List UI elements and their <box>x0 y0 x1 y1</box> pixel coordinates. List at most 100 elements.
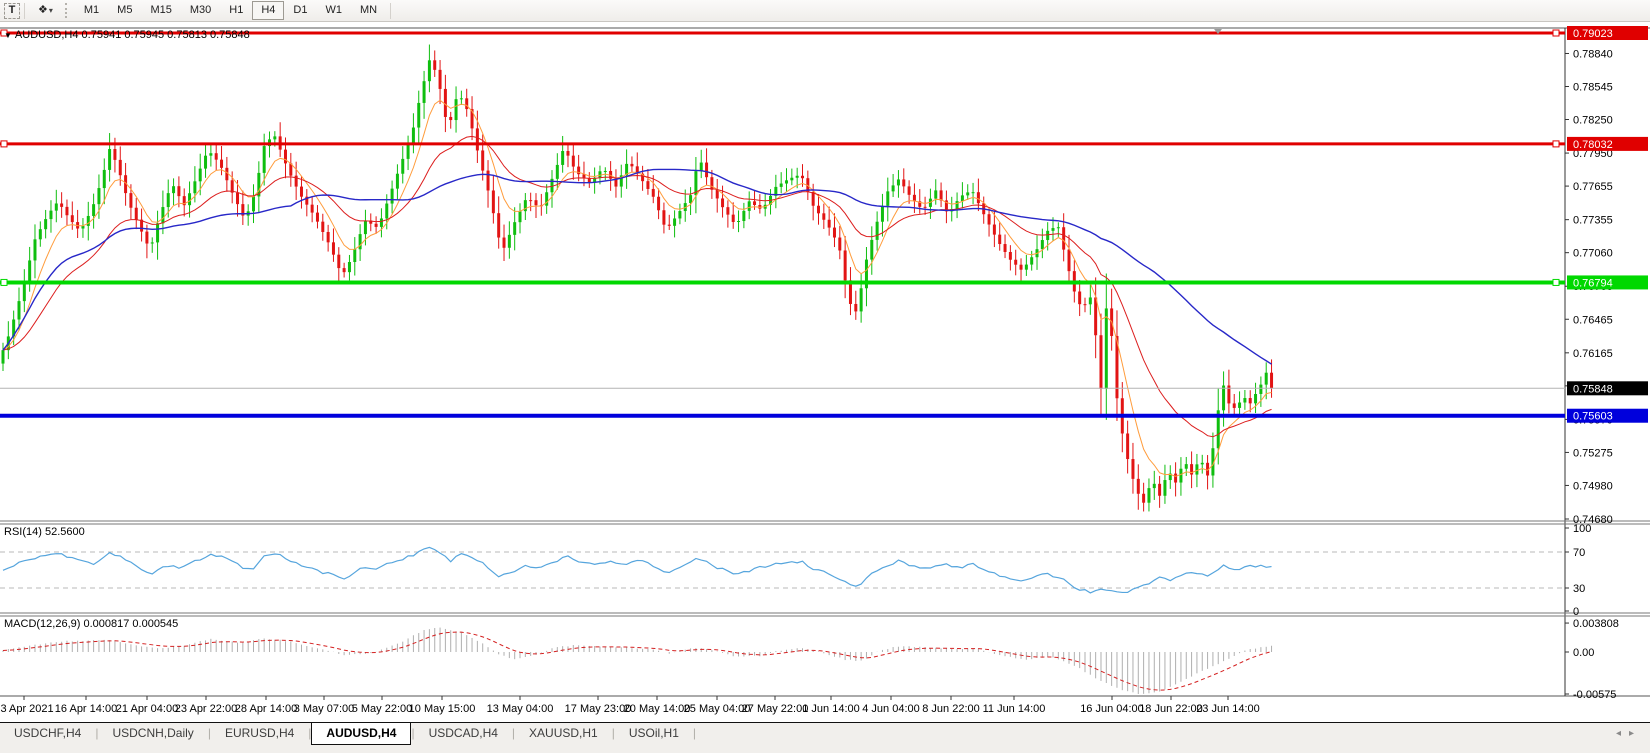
candle-down <box>315 212 319 222</box>
candle-up <box>454 99 458 121</box>
support-green-line[interactable] <box>0 278 1565 286</box>
chart-title-text: AUDUSD,H4 0.75941 0.75945 0.75813 0.7584… <box>14 29 250 41</box>
candle-up <box>1040 240 1044 250</box>
timeframe-button-h1[interactable]: H1 <box>229 4 244 16</box>
chart-tab-xauusd-h1[interactable]: XAUUSD,H1 <box>529 726 598 740</box>
candle-up <box>1195 464 1199 475</box>
price-axis-label: 0.75275 <box>1573 447 1613 459</box>
chart-tab-usdchf-h4[interactable]: USDCHF,H4 <box>14 726 82 740</box>
candle-down <box>907 186 911 195</box>
candle-up <box>257 172 261 197</box>
candle-up <box>1046 230 1050 241</box>
cursor-tool-icon: ❖ <box>38 4 48 16</box>
candle-down <box>923 206 927 208</box>
price-axis-label: 0.78545 <box>1573 81 1613 93</box>
chart-tab-eurusd-h4[interactable]: EURUSD,H4 <box>224 726 295 740</box>
candle-down <box>369 220 373 224</box>
tab-separator: | <box>411 726 415 740</box>
candle-up <box>193 181 197 194</box>
pane-splitter[interactable] <box>0 520 1650 617</box>
candle-down <box>305 196 309 205</box>
rsi-axis-label: 0 <box>1573 606 1579 618</box>
timeframe-button-m30[interactable]: M30 <box>189 4 212 16</box>
candle-up <box>188 193 192 206</box>
price-axis-label: 0.77655 <box>1573 181 1613 193</box>
candle-up <box>1163 480 1167 496</box>
timeframe-button-mn[interactable]: MN <box>359 4 378 16</box>
line-anchor-marker[interactable] <box>1552 29 1560 37</box>
rsi-axis-label: 70 <box>1573 547 1585 559</box>
chart-context-arrow-icon[interactable]: ▼ <box>4 31 12 40</box>
timeframe-button-m5[interactable]: M5 <box>117 4 133 16</box>
candle-down <box>721 198 725 208</box>
candle-up <box>896 179 900 186</box>
chart-tab-usdcad-h4[interactable]: USDCAD,H4 <box>428 726 498 740</box>
candle-up <box>1056 227 1060 229</box>
cursor-tool-button[interactable]: ❖▾ <box>29 1 62 20</box>
candle-down <box>816 205 820 214</box>
candle-down <box>443 88 447 117</box>
candle-down <box>705 162 709 178</box>
price-axis-label: 0.76465 <box>1573 314 1613 326</box>
candle-down <box>646 181 650 189</box>
macd-indicator-label: MACD(12,26,9) 0.000817 0.000545 <box>4 618 179 630</box>
chart-tab-audusd-h4[interactable]: AUDUSD,H4 <box>311 723 412 745</box>
candle-down <box>635 166 639 174</box>
chart-tab-usoil-h1[interactable]: USOil,H1 <box>628 726 679 740</box>
line-anchor-marker[interactable] <box>1552 278 1560 286</box>
ma-slow-line <box>2 168 1272 365</box>
candle-down <box>566 151 570 156</box>
candle-down <box>1142 493 1146 503</box>
candle-up <box>971 192 975 194</box>
candle-up <box>880 205 884 222</box>
time-axis-label: 23 Jun 14:00 <box>1196 703 1260 715</box>
candle-up <box>385 203 389 219</box>
chart-tab-usdcnh-daily[interactable]: USDCNH,Daily <box>112 726 194 740</box>
candle-up <box>960 195 964 202</box>
candle-down <box>1232 403 1236 408</box>
candle-down <box>998 234 1002 245</box>
candle-down <box>486 170 490 191</box>
line-anchor-marker[interactable] <box>0 140 8 148</box>
candle-down <box>1003 244 1007 252</box>
time-axis-label: 4 Jun 04:00 <box>862 703 920 715</box>
candle-down <box>60 203 64 207</box>
macd-pane: 0.003808 0.00 -0.00575 <box>2 618 1619 701</box>
timeframe-button-w1[interactable]: W1 <box>325 4 342 16</box>
candle-up <box>28 260 32 282</box>
candle-down <box>657 196 661 211</box>
candle-up <box>273 136 277 140</box>
candle-down <box>299 186 303 197</box>
line-anchor-marker[interactable] <box>0 278 8 286</box>
scroll-position-marker-icon[interactable] <box>1214 29 1222 34</box>
line-anchor-marker[interactable] <box>0 29 8 37</box>
candle-down <box>1099 335 1103 389</box>
tab-scroll-arrows[interactable]: ◂▸ <box>1615 728 1642 739</box>
candle-down <box>529 200 533 202</box>
candle-down <box>214 153 218 160</box>
text-tool-button[interactable]: T <box>4 2 20 19</box>
toolbar-grip[interactable] <box>64 3 72 18</box>
candle-down <box>801 175 804 179</box>
timeframe-button-h4[interactable]: H4 <box>252 1 285 20</box>
resistance-2-line[interactable] <box>0 140 1565 148</box>
resistance-1-line[interactable] <box>0 29 1565 37</box>
candle-down <box>449 116 453 121</box>
timeframe-button-m15[interactable]: M15 <box>150 4 172 16</box>
chart-title: ▼ AUDUSD,H4 0.75941 0.75945 0.75813 0.758… <box>4 29 250 41</box>
candle-up <box>92 204 96 216</box>
candle-down <box>1158 483 1162 496</box>
timeframe-button-m1[interactable]: M1 <box>83 4 100 16</box>
price-tag: 0.75603 <box>1567 408 1648 423</box>
price-axis-label: 0.77060 <box>1573 248 1613 260</box>
candle-down <box>475 128 479 151</box>
line-anchor-marker[interactable] <box>1552 140 1560 148</box>
candle-up <box>49 210 53 220</box>
candle-down <box>944 200 948 212</box>
candle-up <box>518 211 522 223</box>
timeframe-button-d1[interactable]: D1 <box>293 4 308 16</box>
candle-down <box>1248 398 1252 404</box>
candle-up <box>603 170 607 172</box>
chevron-down-icon: ▾ <box>48 6 53 15</box>
